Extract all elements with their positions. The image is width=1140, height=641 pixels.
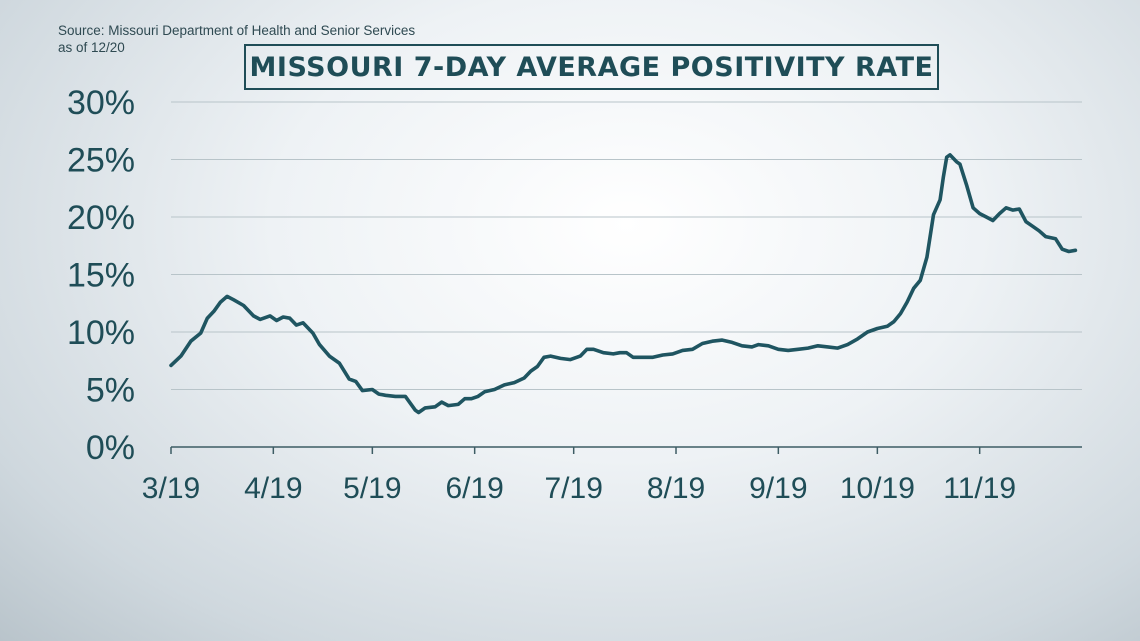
- source-text: Source: Missouri Department of Health an…: [58, 23, 416, 38]
- positivity-rate-line: [169, 153, 1078, 415]
- gridlines: [171, 101, 1082, 390]
- x-tick-label: 11/19: [943, 472, 1016, 505]
- x-tick-label: 7/19: [544, 472, 602, 505]
- chart-title: MISSOURI 7-DAY AVERAGE POSITIVITY RATE: [249, 51, 934, 83]
- source-date: as of 12/20: [58, 40, 125, 55]
- x-axis-labels: 3/19 4/19 5/19 6/19 7/19 8/19 9/19 10/19 11/19: [142, 472, 1016, 505]
- x-tick-label: 10/19: [840, 472, 915, 505]
- x-tick-label: 8/19: [647, 472, 705, 505]
- series: [169, 153, 1078, 415]
- chart-title-box: MISSOURI 7-DAY AVERAGE POSITIVITY RATE: [244, 44, 939, 90]
- y-tick-label: 25%: [67, 142, 135, 180]
- x-tick-label: 5/19: [343, 472, 401, 505]
- y-tick-label: 10%: [67, 314, 135, 352]
- x-tick-label: 3/19: [142, 472, 200, 505]
- x-axis: [170, 446, 1082, 454]
- y-tick-label: 0%: [86, 429, 135, 467]
- y-tick-label: 20%: [67, 199, 135, 237]
- chart-source: Source: Missouri Department of Health an…: [58, 22, 415, 56]
- x-tick-label: 6/19: [445, 472, 503, 505]
- y-tick-label: 30%: [67, 84, 135, 122]
- y-tick-label: 15%: [67, 257, 135, 295]
- x-tick-label: 9/19: [749, 472, 807, 505]
- x-tick-label: 4/19: [244, 472, 302, 505]
- y-axis-labels: 0% 5% 10% 15% 20% 25% 30%: [67, 84, 135, 467]
- y-tick-label: 5%: [86, 372, 135, 410]
